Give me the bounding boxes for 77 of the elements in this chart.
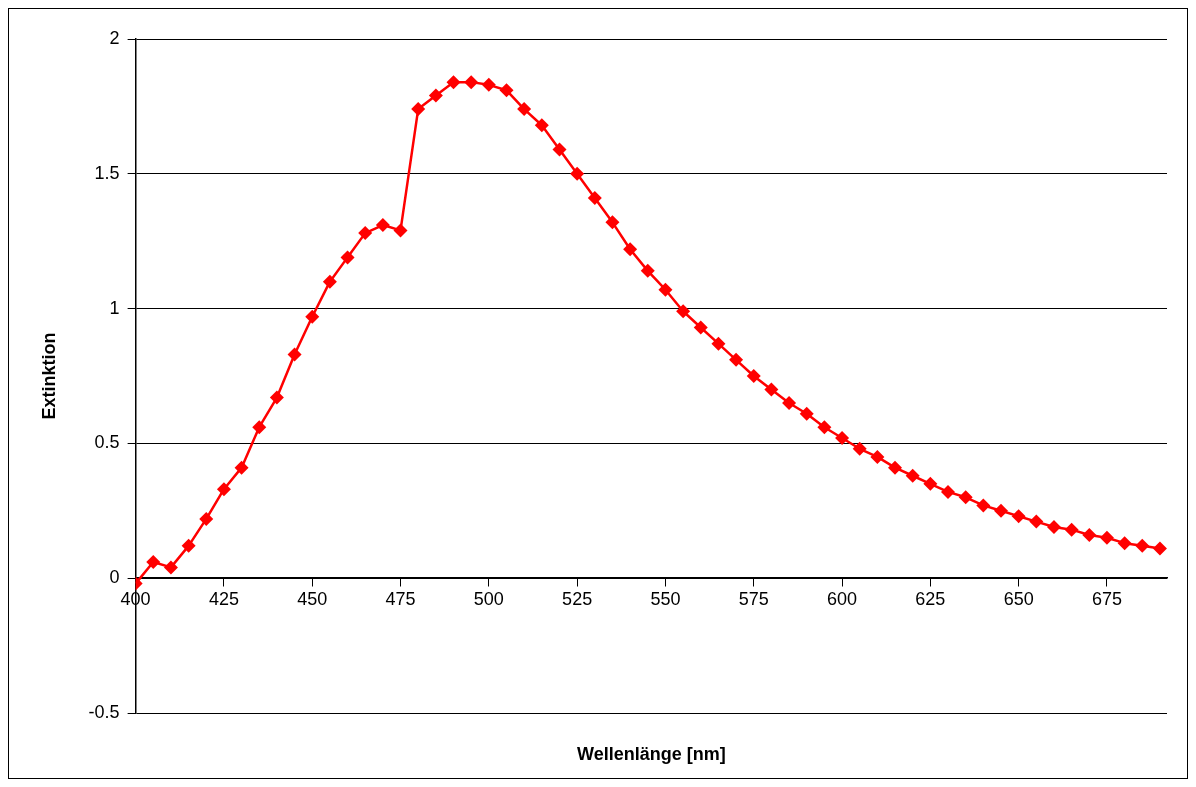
point [976,498,991,513]
point [835,431,850,446]
point [623,242,638,257]
point [287,347,302,362]
point [163,560,178,575]
point [446,75,461,90]
point [199,511,214,526]
point [411,102,426,117]
x-tick-label: 575 [738,588,769,609]
point [322,274,337,289]
point [658,282,673,297]
y-tick-label: 0 [109,567,120,588]
point [216,482,231,497]
point [711,336,726,351]
point [729,352,744,367]
point [993,503,1008,518]
y-tick-label: 1 [109,297,120,318]
point [799,406,814,421]
point [905,468,920,483]
point [1099,530,1114,545]
x-tick-label: 425 [208,588,239,609]
point [570,166,585,181]
y-tick-label: 0.5 [94,432,120,453]
x-tick-label: 550 [650,588,681,609]
point [393,223,408,238]
point [375,218,390,233]
point [640,263,655,278]
point [481,77,496,92]
point [534,118,549,133]
point [817,420,832,435]
point [1082,528,1097,543]
point [252,420,267,435]
x-tick-label: 600 [827,588,858,609]
x-tick-label: 675 [1091,588,1122,609]
point [517,102,532,117]
point [1135,538,1150,553]
point [782,395,797,410]
x-tick-label: 500 [473,588,504,609]
point [234,460,249,475]
point [764,382,779,397]
point [870,449,885,464]
point [888,460,903,475]
point [1046,519,1061,534]
point [1152,541,1167,556]
point [269,390,284,405]
point [552,142,567,157]
point [676,304,691,319]
point [146,555,161,570]
point [923,476,938,491]
point [464,75,479,90]
point [1029,514,1044,529]
point [181,538,196,553]
x-axis-title: Wellenlänge [nm] [576,743,726,764]
point [605,215,620,230]
point [1011,509,1026,524]
point [340,250,355,265]
y-axis-title: Extinktion [38,332,59,420]
point [305,309,320,324]
point [852,441,867,456]
point [693,320,708,335]
x-tick-label: 475 [385,588,416,609]
point [428,88,443,103]
x-tick-label: 525 [562,588,593,609]
y-tick-label: 2 [109,27,120,48]
x-tick-label: 625 [915,588,946,609]
x-tick-label: 450 [297,588,328,609]
point [587,191,602,206]
point [746,369,761,383]
y-tick-label: -0.5 [88,701,120,722]
point [941,484,956,499]
point [1064,522,1079,537]
y-tick-label: 1.5 [94,162,120,183]
point [499,83,514,98]
point [358,226,373,241]
point [1117,536,1132,551]
x-tick-label: 650 [1003,588,1034,609]
point [958,490,973,505]
